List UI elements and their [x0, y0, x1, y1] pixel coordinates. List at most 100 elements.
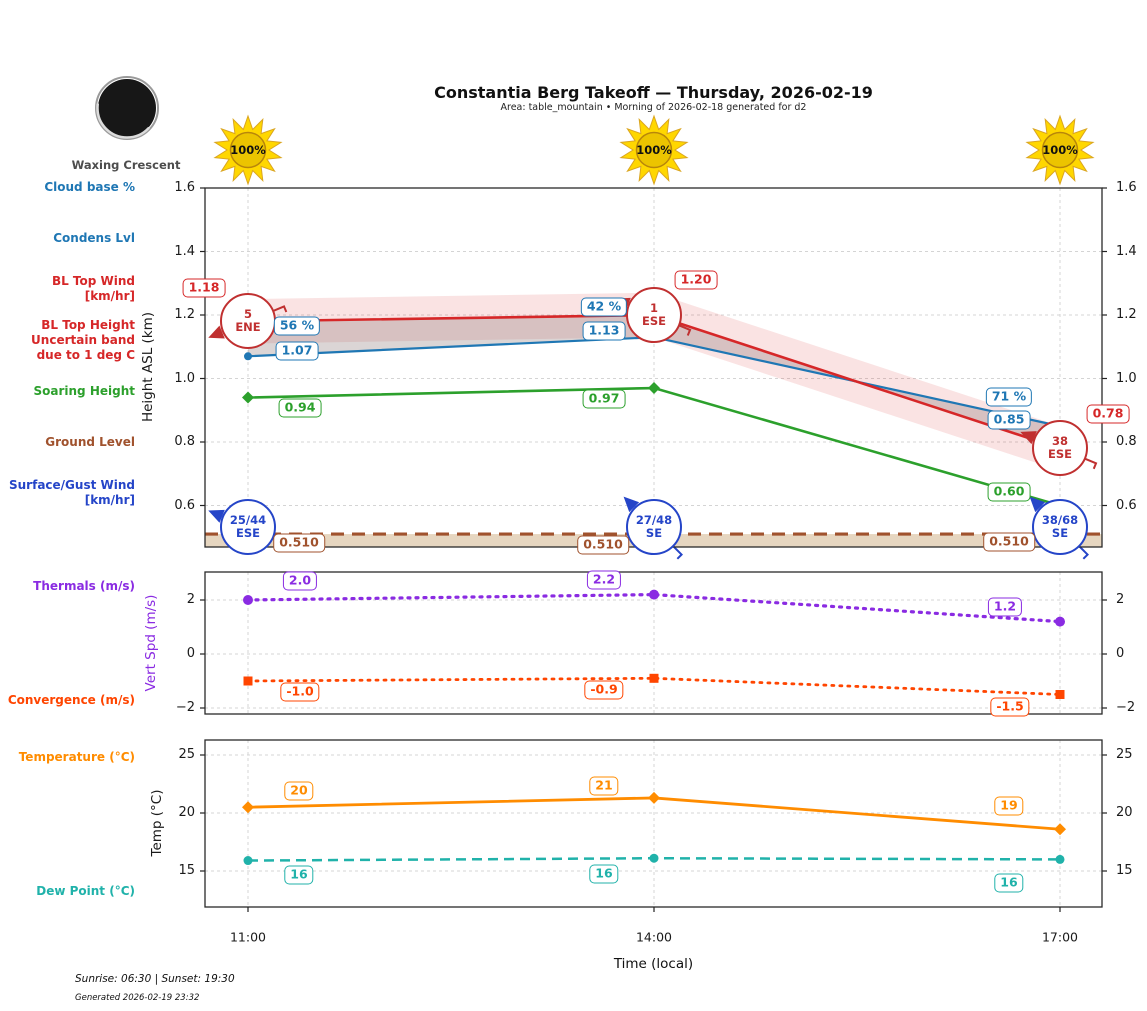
thermals-marker [243, 595, 253, 605]
page-title: Constantia Berg Takeoff — Thursday, 2026… [434, 83, 873, 102]
y-tick-label: 25 [178, 747, 195, 762]
bl-top-wind-badge: 5 ENE [220, 293, 276, 350]
wind-direction: ESE [642, 314, 666, 328]
thermals-label: 2.0 [282, 571, 318, 591]
moon-crescent-highlight [96, 77, 158, 139]
wind-speed: 38 [1051, 434, 1068, 449]
surface-gust-wind-badge: 38/68 SE [1032, 499, 1088, 555]
y-axis-title-temp: Temp (°C) [149, 789, 165, 857]
wind-barb-tail [271, 305, 288, 313]
surface-gust-wind-badge: 27/48 SE [626, 499, 682, 555]
x-tick-label: 11:00 [229, 929, 267, 945]
condens-level-label: 1.07 [275, 341, 319, 361]
soaring-marker [648, 382, 660, 395]
temperature-label: 20 [284, 781, 314, 801]
convergence-marker [1055, 690, 1065, 699]
soaring-height-label: 0.97 [582, 389, 626, 409]
wind-barb-tail [1077, 544, 1089, 560]
series-label-ground-level: Ground Level [0, 435, 135, 450]
y-tick-label: −2 [175, 700, 195, 715]
panel-spine [204, 571, 1103, 715]
temperature-marker [648, 791, 660, 804]
series-label-line: Convergence (m/s) [7, 692, 135, 707]
dew-point-marker [1055, 854, 1065, 864]
soaring-marker [242, 391, 254, 404]
x-axis-title: Time (local) [613, 956, 694, 972]
series-label-cloud-base: Cloud base % [0, 180, 135, 195]
soaring-height-label: 0.60 [987, 482, 1031, 501]
bl-top-wind-badge: 38 ESE [1032, 420, 1088, 477]
condens-level-label: 1.13 [582, 321, 626, 341]
wind-direction-arrow [623, 496, 640, 513]
y-tick-label: 2 [186, 592, 195, 607]
series-label-temperature-c: Temperature (°C) [0, 750, 135, 765]
series-label-surface-gust-wind: Surface/Gust Wind [km/hr] [0, 478, 135, 508]
y-tick-label-right: −2 [1116, 700, 1136, 715]
condens-marker [244, 352, 252, 361]
y-axis-title-vertspd: Vert Spd (m/s) [143, 594, 159, 692]
dew-point-marker [243, 856, 253, 866]
temperature-label: 21 [589, 776, 619, 796]
series-label-condens-lvl: Condens Lvl [0, 231, 135, 246]
series-label-bl-top-height: BL Top Height Uncertain band due to 1 deg … [0, 318, 135, 363]
series-label-bl-top-wind: BL Top Wind [km/hr] [0, 274, 135, 304]
dew-point-marker [649, 853, 659, 863]
surface-gust-wind-badge: 25/44 ESE [220, 499, 276, 555]
y-tick-label-right: 2 [1116, 592, 1125, 607]
series-label-dew-point-c: Dew Point (°C) [0, 884, 135, 899]
convergence-marker [243, 676, 253, 686]
temperature-marker [1054, 823, 1066, 836]
sun-icon-core [635, 131, 673, 169]
y-tick-label: 20 [178, 805, 195, 820]
series-label-thermals-m-s: Thermals (m/s) [0, 579, 135, 594]
sun-percent-label: 100% [1042, 143, 1078, 157]
bl-top-uncertainty-band [248, 292, 1060, 471]
wind-direction: SE [645, 526, 663, 540]
series-label-line: Uncertain band [31, 332, 135, 347]
convergence-label: -1.5 [990, 697, 1030, 716]
y-axis-title-heights: Height ASL (km) [140, 311, 156, 423]
y-tick-label: 0.6 [174, 497, 195, 513]
series-label-line: BL Top Wind [51, 274, 135, 288]
y-tick-label-right: 15 [1116, 863, 1133, 878]
y-tick-label: 1.6 [174, 180, 195, 195]
series-label-line: [km/hr] [84, 289, 135, 303]
dew-point-label: 16 [589, 864, 619, 884]
sun-percent-label: 100% [636, 143, 672, 157]
bl-top-height-label: 1.18 [182, 278, 226, 298]
moon-icon-ring [95, 76, 159, 140]
y-tick-label-right: 25 [1116, 747, 1133, 762]
dew-point-label: 16 [994, 873, 1024, 893]
thermals-label: 2.2 [586, 570, 622, 590]
wind-barb-tail [671, 544, 683, 560]
wind-barb-tail [677, 324, 692, 336]
series-label-line: Cloud base % [44, 179, 135, 194]
wind-direction: ENE [235, 320, 261, 335]
series-label-line: Condens Lvl [53, 230, 135, 245]
bl-top-wind-badge: 1 ESE [626, 287, 682, 343]
wind-speed: 5 [243, 307, 252, 322]
cloud-base-pct-label: 56 % [273, 316, 321, 336]
ground-level-label: 0.510 [983, 532, 1035, 552]
y-tick-label-right: 1.4 [1116, 243, 1137, 259]
series-label-soaring-height: Soaring Height [0, 384, 136, 399]
dew-point-label: 16 [284, 865, 314, 885]
y-tick-label: 1.0 [174, 370, 195, 386]
sun-icon-core [1041, 131, 1079, 169]
x-tick-label: 14:00 [635, 929, 673, 945]
y-tick-label: 0 [186, 646, 195, 661]
convergence-label: -1.0 [280, 682, 320, 702]
y-tick-label-right: 1.0 [1116, 370, 1137, 386]
thermals-label: 1.2 [987, 597, 1023, 617]
wind-speed: 1 [649, 300, 658, 315]
y-tick-label: 1.4 [174, 243, 195, 259]
soaring-height-label: 0.94 [278, 398, 322, 418]
sunrise-sunset-note: Sunrise: 06:30 | Sunset: 19:30 [75, 973, 235, 985]
wind-direction: ESE [236, 526, 260, 540]
wind-speed: 27/48 [635, 512, 673, 527]
x-tick-label: 17:00 [1041, 929, 1079, 945]
wind-speed: 25/44 [229, 512, 267, 527]
bl-top-height-label: 1.20 [674, 270, 718, 290]
sun-icon-core [229, 131, 267, 169]
y-tick-label-right: 1.2 [1116, 307, 1137, 322]
